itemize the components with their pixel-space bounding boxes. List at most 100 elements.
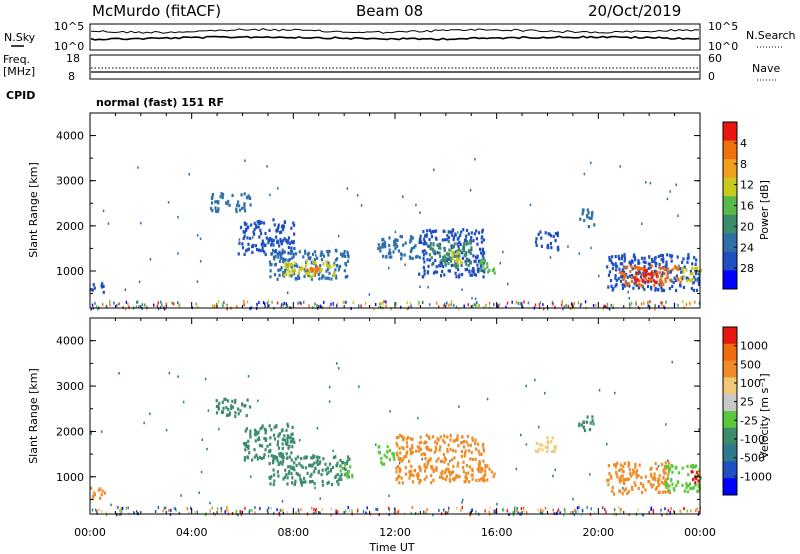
echo-cell bbox=[442, 439, 445, 443]
echo-cell bbox=[462, 247, 465, 251]
echo-cell bbox=[623, 284, 626, 288]
colorbar-segment bbox=[723, 377, 737, 395]
echo-cell bbox=[431, 435, 434, 439]
echo-cell bbox=[318, 277, 321, 281]
scatter-cell bbox=[209, 501, 211, 505]
echo-cell bbox=[462, 465, 465, 470]
scatter-cell bbox=[356, 194, 359, 197]
scatter-cell bbox=[576, 506, 579, 510]
echo-cell bbox=[458, 254, 461, 258]
echo-cell bbox=[280, 455, 283, 459]
echo-cell bbox=[662, 476, 665, 480]
echo-cell bbox=[286, 268, 289, 272]
echo-cell bbox=[238, 241, 241, 245]
echo-cell bbox=[456, 438, 459, 442]
echo-cell bbox=[241, 242, 244, 246]
echo-cell bbox=[647, 272, 650, 276]
echo-cell bbox=[246, 456, 250, 460]
echo-cell bbox=[272, 255, 276, 259]
scatter-cell bbox=[360, 304, 362, 308]
echo-cell bbox=[546, 449, 549, 453]
echo-cell bbox=[470, 273, 474, 277]
echo-cell bbox=[585, 420, 589, 424]
scatter-cell bbox=[642, 513, 645, 517]
echo-cell bbox=[644, 271, 647, 275]
echo-cell bbox=[97, 488, 100, 492]
echo-cell bbox=[295, 471, 298, 475]
scatter-cell bbox=[107, 222, 110, 225]
echo-cell bbox=[695, 288, 698, 292]
echo-cell bbox=[470, 231, 473, 235]
scatter-cell bbox=[604, 304, 606, 308]
scatter-cell bbox=[577, 509, 580, 513]
echo-cell bbox=[690, 287, 693, 291]
scatter-cell bbox=[529, 203, 532, 207]
scatter-cell bbox=[561, 300, 563, 304]
echo-cell bbox=[421, 249, 424, 254]
echo-cell bbox=[544, 231, 547, 235]
echo-cell bbox=[692, 486, 695, 490]
echo-cell bbox=[482, 256, 485, 261]
y-tick-label: 2000 bbox=[56, 220, 84, 233]
echo-cell bbox=[582, 420, 585, 424]
echo-cell bbox=[293, 482, 297, 486]
scatter-cell bbox=[472, 304, 474, 308]
echo-cell bbox=[627, 464, 630, 468]
echo-cell bbox=[689, 482, 692, 486]
echo-cell bbox=[283, 438, 286, 442]
echo-cell bbox=[327, 261, 330, 265]
scatter-cell bbox=[552, 302, 554, 306]
scatter-cell bbox=[506, 301, 509, 305]
echo-cell bbox=[638, 282, 641, 287]
echo-cell bbox=[405, 437, 408, 441]
echo-cell bbox=[399, 234, 402, 239]
scatter-cell bbox=[483, 305, 485, 309]
scatter-cell bbox=[556, 510, 559, 514]
echo-cell bbox=[243, 192, 246, 196]
echo-cell bbox=[674, 466, 677, 470]
echo-cell bbox=[452, 464, 455, 469]
echo-cell bbox=[438, 245, 441, 249]
scatter-cell bbox=[321, 508, 324, 511]
echo-cell bbox=[467, 259, 470, 263]
echo-cell bbox=[243, 442, 246, 446]
echo-cell bbox=[314, 261, 317, 265]
scatter-cell bbox=[574, 508, 576, 512]
echo-cell bbox=[401, 445, 404, 450]
echo-cell bbox=[419, 469, 422, 473]
echo-cell bbox=[623, 266, 626, 270]
scatter-cell bbox=[343, 300, 345, 304]
echo-cell bbox=[454, 476, 457, 480]
colorbar-segment bbox=[723, 270, 737, 290]
scatter-cell bbox=[190, 506, 192, 510]
echo-cell bbox=[610, 476, 613, 480]
scatter-cell bbox=[256, 455, 258, 459]
scatter-cell bbox=[496, 502, 498, 506]
echo-cell bbox=[682, 275, 685, 279]
echo-cell bbox=[693, 266, 697, 270]
echo-cell bbox=[254, 433, 257, 437]
echo-cell bbox=[346, 475, 349, 479]
scatter-cell bbox=[542, 303, 544, 307]
echo-cell bbox=[653, 475, 656, 479]
echo-cell bbox=[91, 494, 95, 499]
echo-cell bbox=[484, 463, 487, 468]
scatter-cell bbox=[120, 507, 122, 510]
echo-cell bbox=[327, 253, 330, 257]
scatter-cell bbox=[398, 462, 401, 465]
scatter-cell bbox=[627, 290, 629, 294]
scatter-cell bbox=[378, 302, 381, 306]
echo-cell bbox=[622, 283, 625, 287]
echo-cell bbox=[467, 264, 470, 268]
echo-cell bbox=[326, 264, 329, 268]
scatter-cell bbox=[224, 510, 226, 514]
echo-cell bbox=[303, 274, 306, 278]
scatter-cell bbox=[394, 230, 397, 234]
scatter-cell bbox=[649, 300, 651, 304]
scatter-cell bbox=[668, 513, 671, 517]
scatter-cell bbox=[300, 508, 302, 512]
echo-cell bbox=[437, 457, 440, 461]
echo-cell bbox=[633, 266, 636, 270]
echo-cell bbox=[453, 242, 456, 246]
echo-cell bbox=[277, 240, 280, 244]
